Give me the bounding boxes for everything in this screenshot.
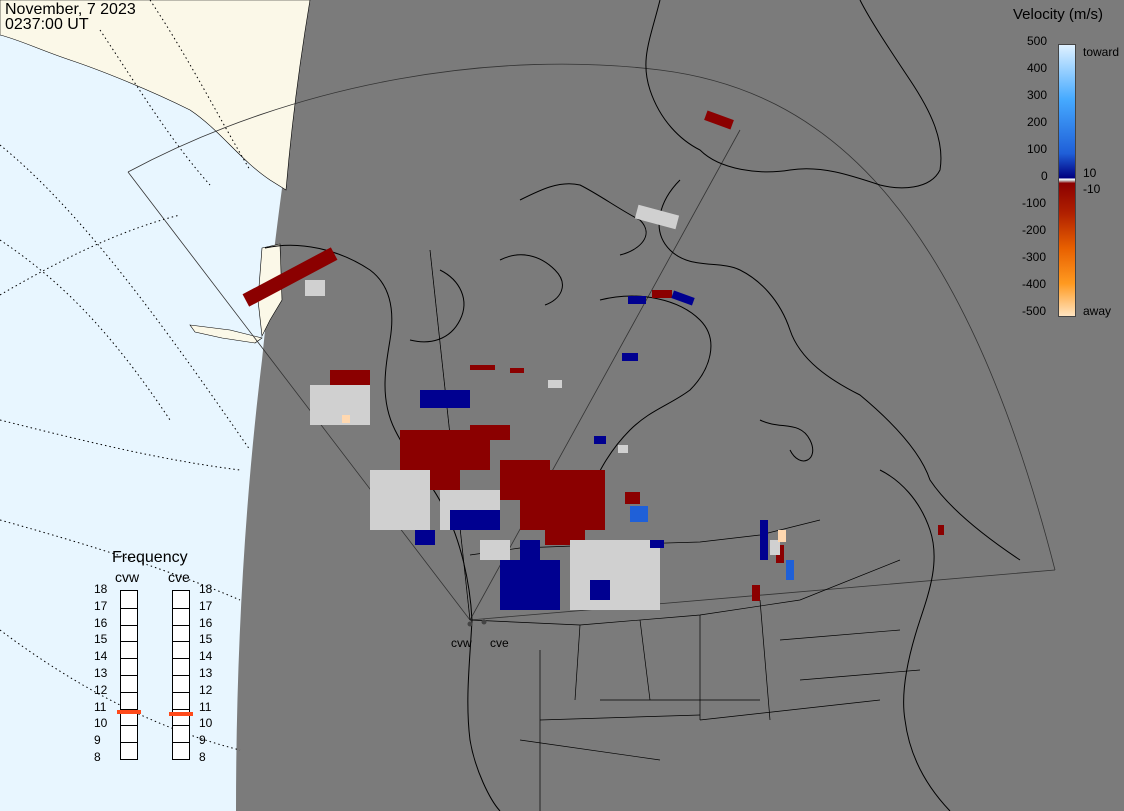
tick-neg300: -300 — [1022, 250, 1047, 264]
cells-away-pale — [342, 415, 786, 542]
frequency-scale-label: 12 — [199, 682, 213, 697]
frequency-scale-label: 15 — [199, 632, 213, 647]
lat-lon-grid — [0, 0, 251, 751]
legend-neg10-label: -10 — [1083, 182, 1101, 196]
frequency-scale-label: 9 — [199, 733, 206, 748]
cells-toward — [415, 290, 768, 610]
frequency-grid-line — [121, 742, 137, 744]
frequency-scale-label: 13 — [199, 666, 213, 680]
frequency-scale-label: 10 — [199, 716, 213, 731]
frequency-scale-label: 14 — [94, 649, 108, 664]
site-label-cvw: cvw — [451, 636, 472, 650]
frequency-bar-cvw — [117, 590, 141, 760]
frequency-grid-line — [173, 742, 189, 744]
cells-toward-bright — [630, 506, 794, 580]
frequency-grid-line — [173, 708, 189, 710]
tick-500: 500 — [1027, 34, 1048, 48]
frequency-grid-line — [173, 624, 189, 626]
tick-neg200: -200 — [1022, 223, 1047, 237]
velocity-colorbar — [1058, 44, 1076, 317]
legend-toward-label: toward — [1083, 45, 1120, 59]
frequency-radar-cvw-label: cvw — [115, 569, 140, 585]
frequency-grid-line — [121, 708, 137, 710]
frequency-grid-line — [173, 675, 189, 676]
night-terminator — [236, 0, 1124, 811]
frequency-marker-cvw — [117, 709, 141, 714]
frequency-scale-label: 14 — [199, 649, 213, 664]
frequency-grid-line — [173, 641, 189, 643]
frequency-radar-cve-label: cve — [168, 569, 190, 585]
frequency-grid-line — [173, 691, 189, 693]
velocity-legend-title: Velocity (m/s) — [1013, 6, 1104, 23]
frequency-grid-line — [121, 658, 137, 660]
aleutian-land — [189, 324, 263, 344]
tick-400: 400 — [1027, 61, 1048, 75]
frequency-scale-label: 8 — [199, 750, 206, 764]
frequency-scale-label: 9 — [94, 733, 101, 748]
frequency-marker-cve — [169, 711, 193, 716]
radar-sites — [467, 619, 487, 627]
frequency-scale-label: 18 — [199, 582, 213, 596]
tick-0: 0 — [1041, 169, 1048, 183]
frequency-scale-label: 8 — [94, 750, 101, 764]
time-label: 0237:00 UT — [5, 16, 89, 33]
frequency-bar-cve — [169, 590, 193, 760]
tick-200: 200 — [1027, 115, 1048, 129]
frequency-grid-line — [121, 607, 137, 609]
frequency-scale-label: 13 — [94, 666, 108, 680]
velocity-cells — [242, 110, 944, 610]
tick-neg100: -100 — [1022, 196, 1047, 210]
daylit-land — [0, 0, 311, 191]
frequency-title: Frequency — [112, 549, 188, 566]
frequency-grid-line — [173, 725, 189, 727]
frequency-grid-line — [121, 641, 137, 643]
frequency-grid-line — [121, 624, 137, 626]
site-label-cve: cve — [490, 636, 509, 650]
tick-neg500: -500 — [1022, 304, 1047, 318]
legend-pos10-label: 10 — [1083, 166, 1097, 180]
tick-100: 100 — [1027, 142, 1048, 156]
timestamp: November, 7 2023 0237:00 UT — [5, 1, 136, 33]
frequency-scale-label: 12 — [94, 682, 108, 697]
frequency-grid-line — [121, 725, 137, 727]
frequency-scale-label: 16 — [94, 615, 108, 630]
frequency-scale-label: 16 — [199, 615, 213, 630]
frequency-scale-label: 11 — [94, 699, 107, 714]
frequency-scale-label: 11 — [199, 699, 212, 714]
tick-neg400: -400 — [1022, 277, 1047, 291]
legend-away-label: away — [1083, 304, 1112, 318]
frequency-scale-label: 18 — [94, 582, 108, 596]
frequency-grid-line — [173, 607, 189, 609]
frequency-scale-label: 15 — [94, 632, 108, 647]
frequency-grid-line — [121, 675, 137, 676]
tick-300: 300 — [1027, 88, 1048, 102]
frequency-grid-line — [173, 658, 189, 660]
frequency-scale-label: 17 — [199, 598, 213, 613]
frequency-grid-line — [121, 691, 137, 693]
frequency-scale-label: 10 — [94, 716, 108, 731]
frequency-scale-label: 17 — [94, 598, 108, 613]
date-label: November, 7 2023 — [5, 1, 136, 18]
